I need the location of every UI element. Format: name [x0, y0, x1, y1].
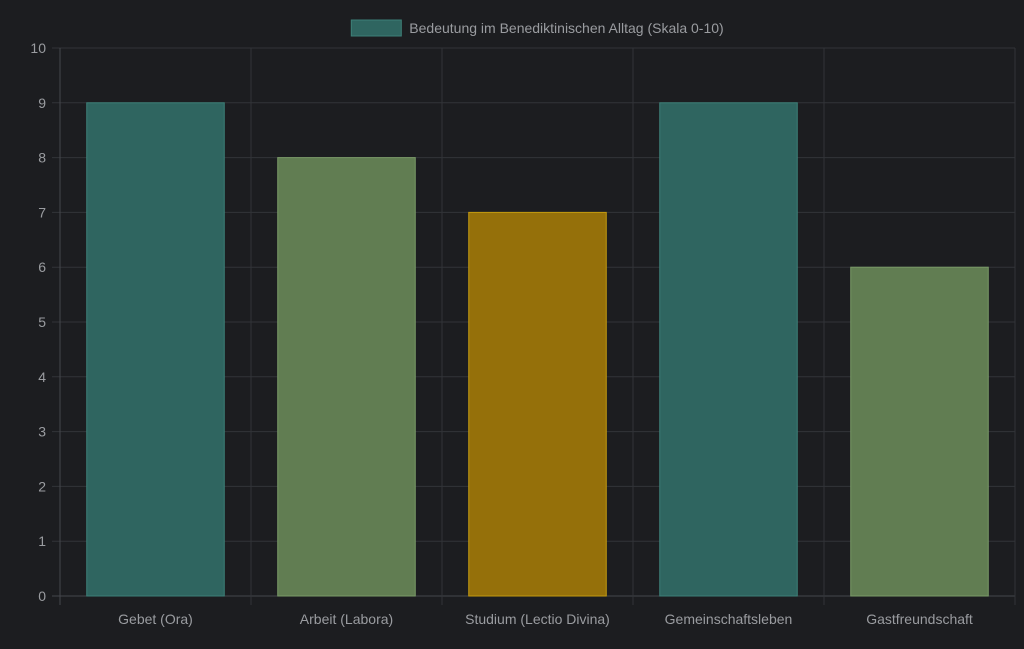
y-tick-label: 9 — [38, 95, 46, 111]
axes: 0 1 2 3 4 5 6 7 8 9 10 Gebet (Ora) Arbeit (Labora) St… — [30, 40, 972, 627]
x-tick-label: Arbeit (Labora) — [300, 611, 393, 627]
y-tick-label: 1 — [38, 533, 46, 549]
bar[interactable] — [850, 266, 989, 597]
x-tick-label: Gebet (Ora) — [118, 611, 193, 627]
legend[interactable]: Bedeutung im Benediktinischen Alltag (Sk… — [350, 19, 724, 37]
y-tick-label: 5 — [38, 314, 46, 330]
bar[interactable] — [86, 102, 225, 597]
y-tick-label: 2 — [38, 478, 46, 494]
y-tick-label: 8 — [38, 150, 46, 166]
y-tick-label: 3 — [38, 424, 46, 440]
y-tick-label: 6 — [38, 259, 46, 275]
bar[interactable] — [277, 157, 416, 597]
y-tick-label: 10 — [30, 40, 46, 56]
y-tick-label: 4 — [38, 369, 46, 385]
x-tick-label: Studium (Lectio Divina) — [465, 611, 610, 627]
legend-label[interactable]: Bedeutung im Benediktinischen Alltag (Sk… — [409, 20, 723, 36]
bar[interactable] — [659, 102, 798, 597]
y-tick-label: 7 — [38, 204, 46, 220]
x-tick-label: Gemeinschaftsleben — [665, 611, 793, 627]
legend-swatch[interactable] — [350, 19, 402, 37]
bar[interactable] — [468, 211, 607, 597]
y-tick-label: 0 — [38, 588, 46, 604]
bars-group — [86, 102, 989, 597]
x-tick-label: Gastfreundschaft — [866, 611, 973, 627]
